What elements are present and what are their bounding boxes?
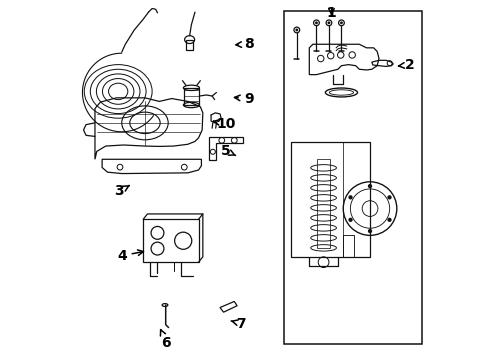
Text: 6: 6 bbox=[160, 330, 171, 350]
Circle shape bbox=[294, 27, 300, 33]
Circle shape bbox=[327, 21, 330, 24]
Text: 1: 1 bbox=[326, 6, 336, 20]
Bar bbox=[186, 40, 193, 50]
Text: 8: 8 bbox=[236, 37, 253, 51]
Circle shape bbox=[326, 20, 332, 26]
Circle shape bbox=[339, 20, 344, 26]
Bar bbox=[292, 143, 370, 257]
Circle shape bbox=[295, 28, 298, 31]
Circle shape bbox=[348, 195, 353, 199]
Text: 3: 3 bbox=[115, 184, 129, 198]
Circle shape bbox=[340, 21, 343, 24]
Circle shape bbox=[388, 218, 392, 222]
Text: 5: 5 bbox=[220, 144, 236, 158]
Circle shape bbox=[368, 229, 372, 233]
Circle shape bbox=[314, 20, 319, 26]
Text: 4: 4 bbox=[117, 249, 144, 263]
Text: 9: 9 bbox=[235, 91, 253, 105]
Circle shape bbox=[315, 21, 318, 24]
Circle shape bbox=[348, 218, 353, 222]
Bar bbox=[317, 158, 330, 248]
Text: 7: 7 bbox=[231, 316, 246, 330]
Bar bbox=[143, 219, 198, 262]
Text: 10: 10 bbox=[214, 117, 236, 131]
Circle shape bbox=[388, 195, 392, 199]
Bar bbox=[343, 235, 354, 257]
Circle shape bbox=[368, 184, 372, 188]
Bar bbox=[284, 12, 422, 343]
Bar bbox=[184, 88, 199, 105]
Text: 2: 2 bbox=[398, 58, 414, 72]
